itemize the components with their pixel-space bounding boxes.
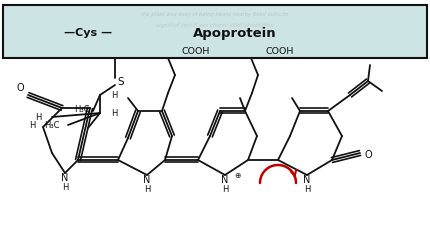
Text: S: S [117, 77, 124, 87]
Text: Apoprotein: Apoprotein [193, 26, 276, 40]
Text: COOH: COOH [181, 47, 210, 57]
FancyBboxPatch shape [3, 5, 426, 58]
Text: N: N [303, 175, 310, 185]
Text: H: H [111, 109, 117, 118]
Text: H: H [221, 185, 227, 194]
Text: H₃C: H₃C [74, 105, 89, 114]
Text: N: N [221, 175, 228, 185]
Text: the plant was easy of being heard nearby fixed autoclin: the plant was easy of being heard nearby… [141, 11, 288, 17]
Text: COOH: COOH [265, 47, 294, 57]
Text: H: H [303, 185, 310, 194]
Text: N: N [61, 173, 68, 183]
Text: H: H [111, 92, 117, 101]
Text: H: H [29, 121, 35, 130]
Text: N: N [143, 175, 150, 185]
Text: olgnifilof yent fi xes yfienni lifilof yltneiciffus: olgnifilof yent fi xes yfienni lifilof y… [156, 23, 273, 27]
Text: H: H [144, 185, 150, 194]
Text: tnalp eht: tnalp eht [203, 33, 226, 37]
Text: ⊕: ⊕ [233, 171, 240, 180]
Text: O: O [363, 150, 371, 160]
Text: H: H [35, 113, 41, 122]
Text: H₃C: H₃C [44, 121, 60, 130]
Text: O: O [16, 83, 24, 93]
Text: H: H [61, 183, 68, 192]
Text: —Cys —: —Cys — [64, 28, 112, 38]
